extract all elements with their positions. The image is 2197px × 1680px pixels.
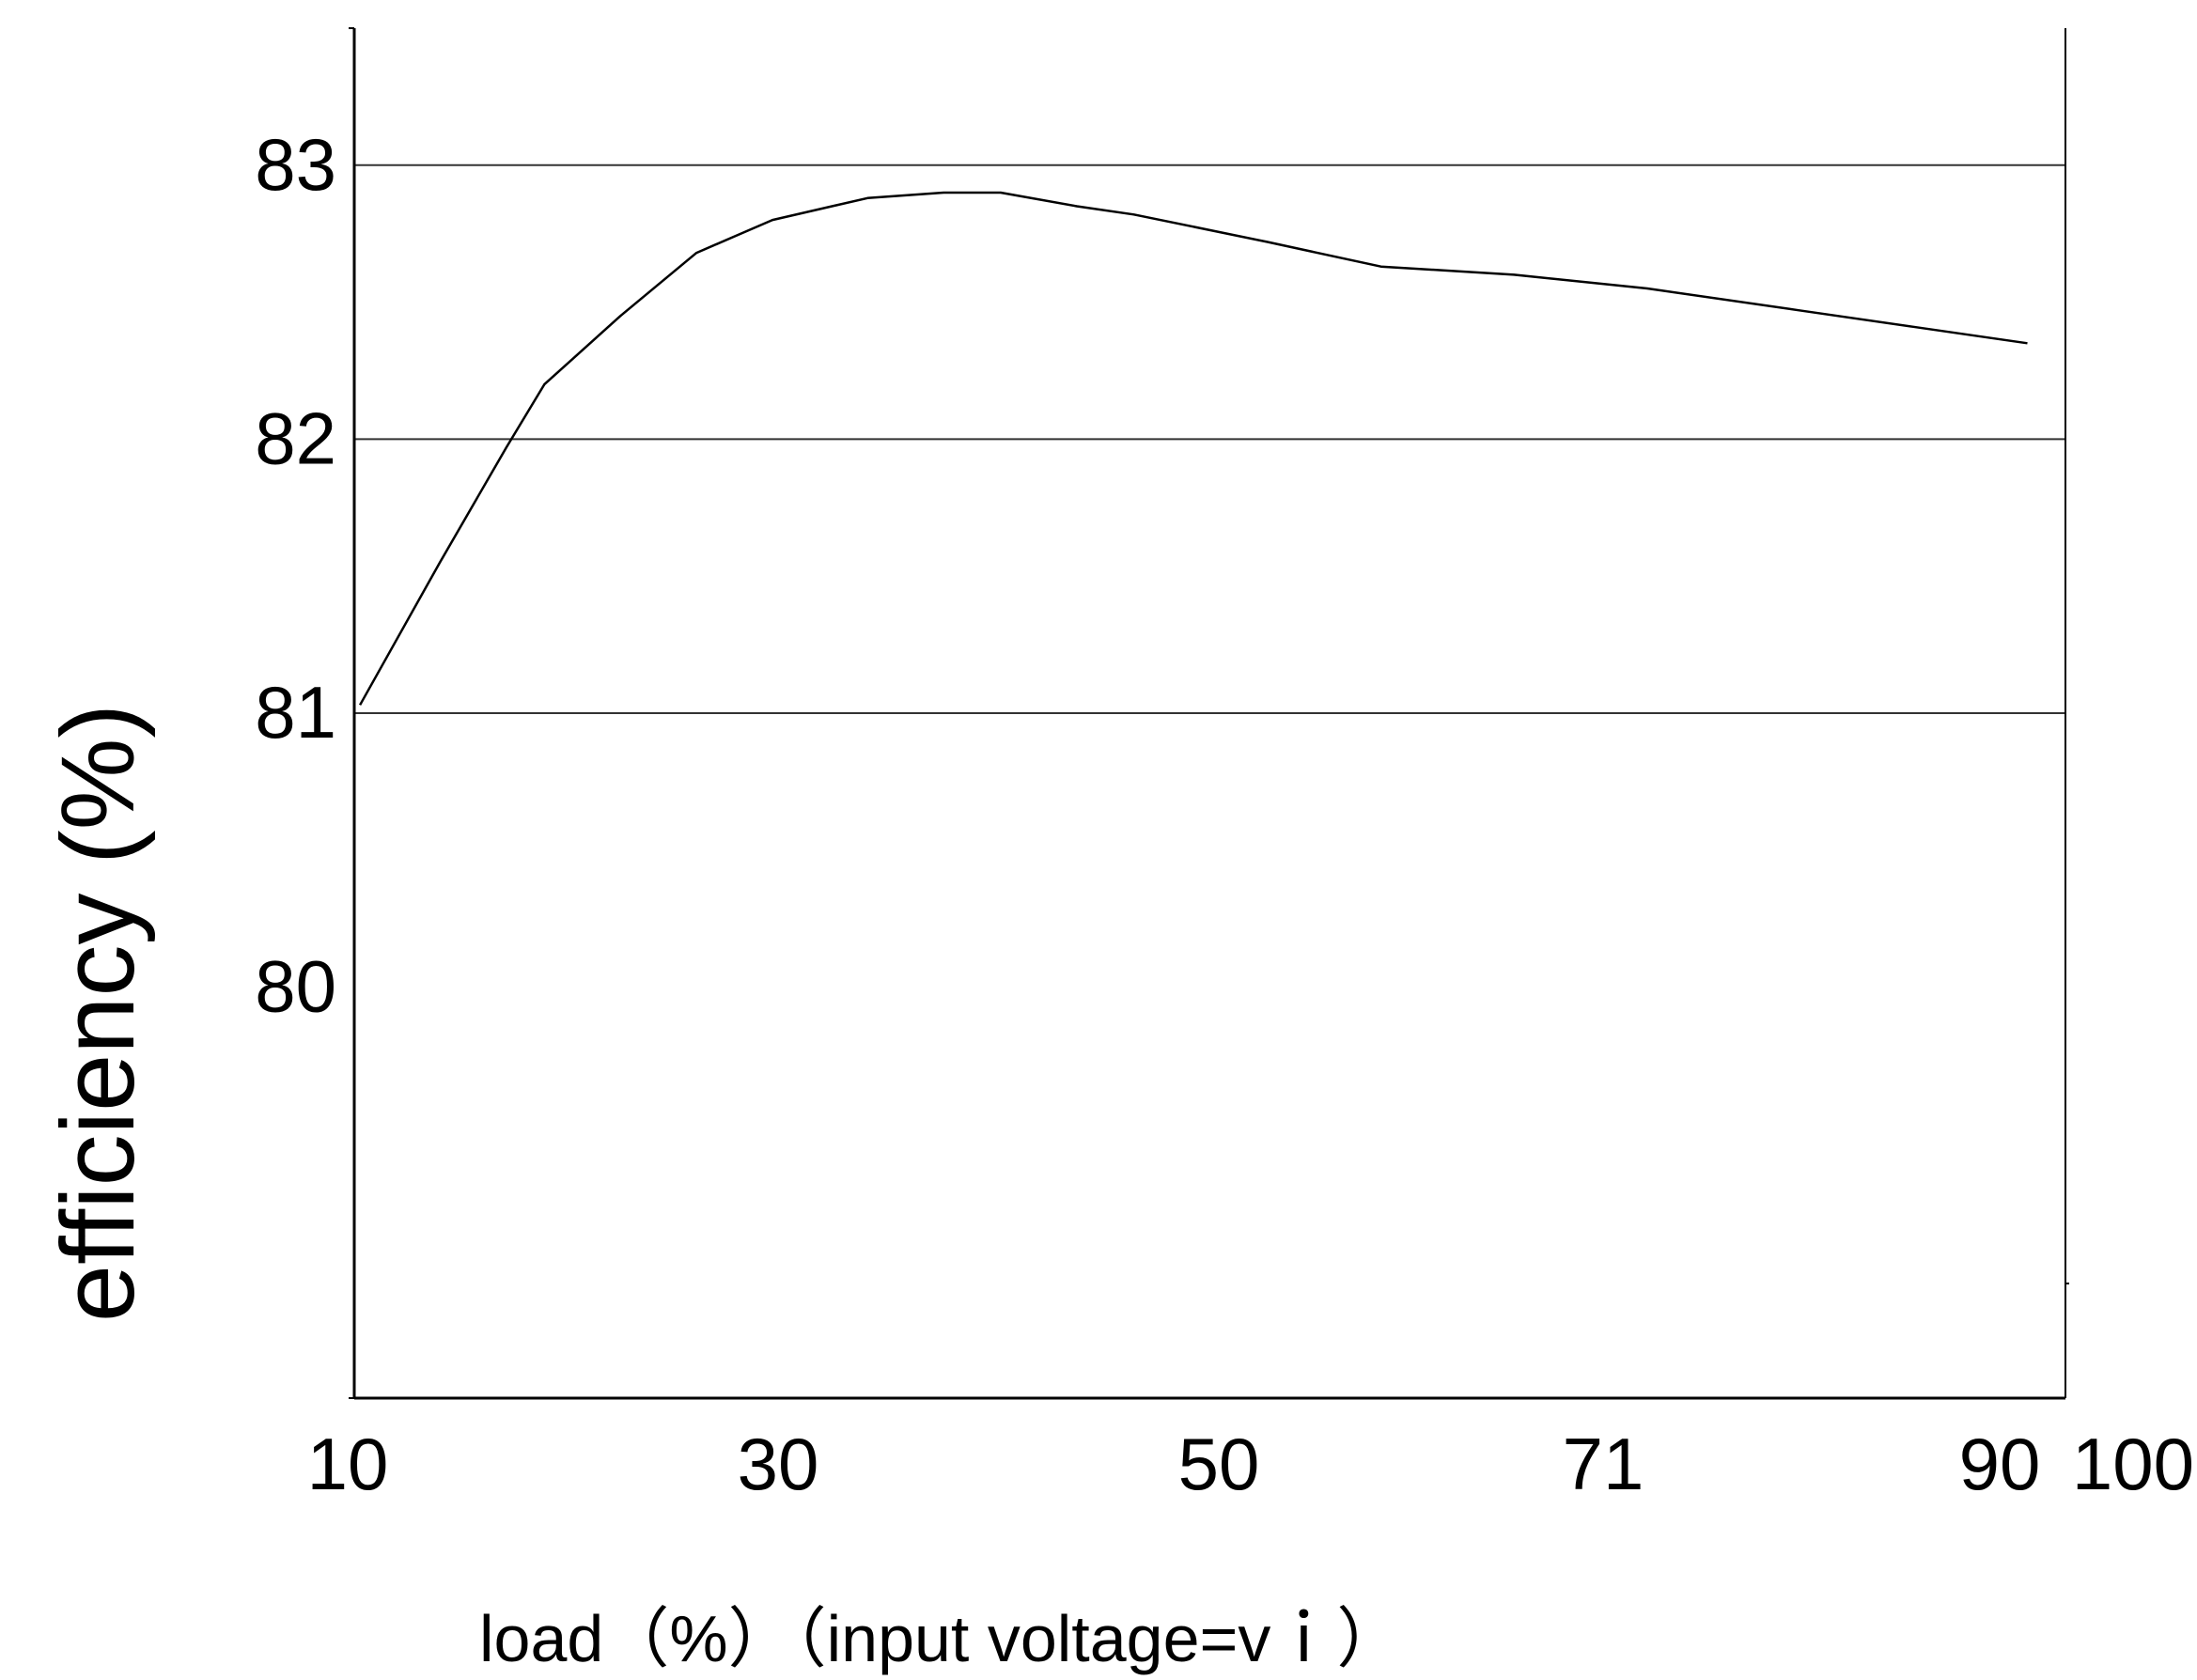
- y-tick-label: 80: [255, 945, 336, 1028]
- x-tick-label: 30: [738, 1423, 819, 1505]
- y-tick-label: 82: [255, 397, 336, 479]
- y-tick-labels: 80 81 82 83: [255, 123, 336, 1028]
- x-tick-labels: 10 30 50 71 90 100: [307, 1423, 2194, 1505]
- x-tick-label: 50: [1178, 1423, 1260, 1505]
- x-tick-label: 100: [2072, 1423, 2194, 1505]
- x-tick-label: 10: [307, 1423, 389, 1505]
- y-axis-title: efficiency (%): [40, 704, 156, 1322]
- x-tick-label: 90: [1959, 1423, 2041, 1505]
- x-tick-label: 71: [1563, 1423, 1644, 1505]
- gridlines: [354, 163, 2065, 714]
- series-lines: [359, 191, 2028, 706]
- y-tick-label: 83: [255, 123, 336, 206]
- plot-frame: [349, 27, 2069, 1400]
- y-tick-label: 81: [255, 671, 336, 754]
- series-line-0: [359, 191, 2028, 706]
- x-axis-title: load（%）（input voltage=vｉ）: [479, 1602, 1402, 1675]
